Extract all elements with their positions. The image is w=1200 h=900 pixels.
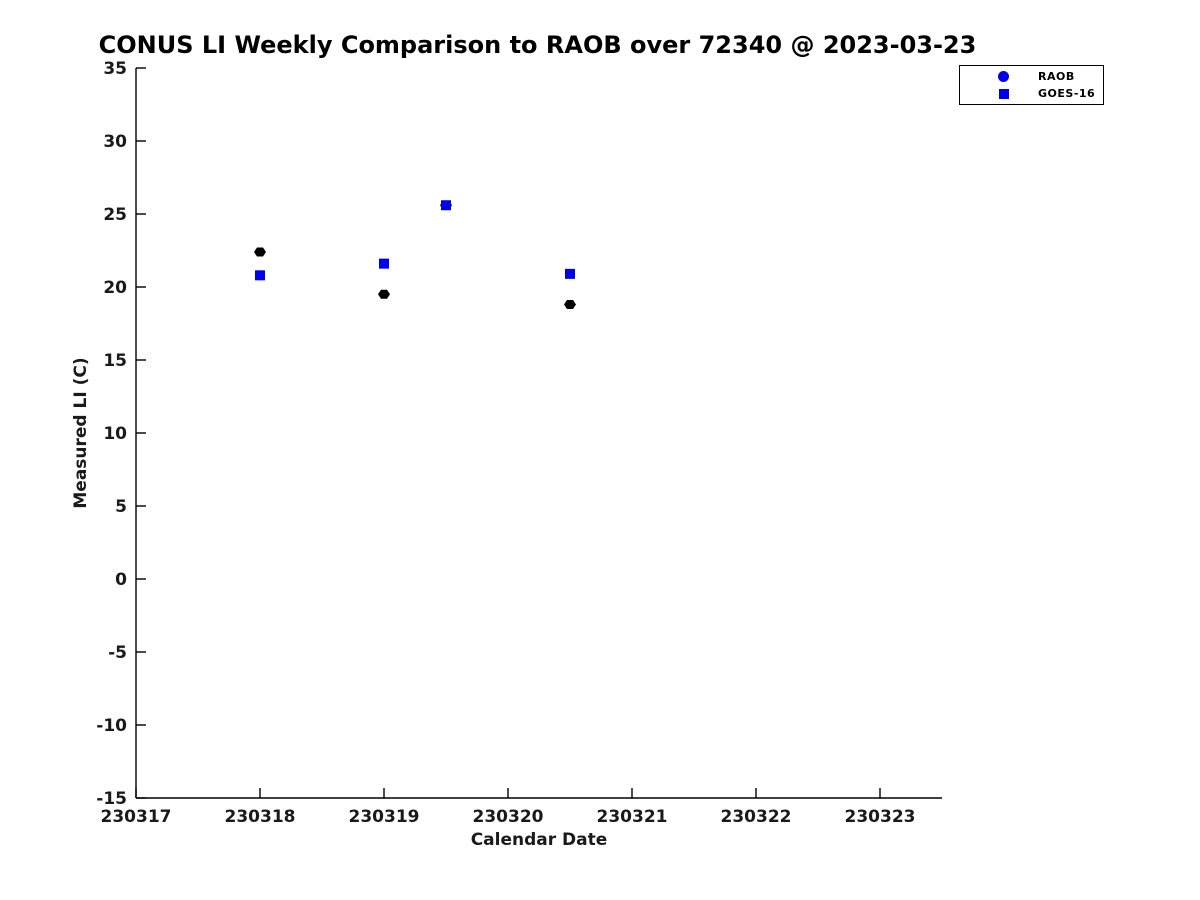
legend-label-goes16: GOES-16 bbox=[1038, 87, 1096, 100]
x-tick-label: 230317 bbox=[101, 807, 172, 827]
data-point-goes16 bbox=[379, 258, 389, 269]
y-tick-label: 10 bbox=[103, 424, 127, 444]
x-axis-label: Calendar Date bbox=[470, 830, 608, 850]
data-point-raob bbox=[254, 247, 266, 257]
data-point-goes16 bbox=[565, 268, 575, 279]
x-tick-label: 230323 bbox=[845, 807, 916, 827]
data-point-goes16 bbox=[441, 200, 451, 211]
y-tick-label: 20 bbox=[103, 278, 127, 298]
legend-item-goes16: GOES-16 bbox=[960, 87, 1103, 100]
x-tick-label: 230318 bbox=[225, 807, 296, 827]
legend-item-raob: RAOB bbox=[960, 70, 1103, 83]
y-tick-label: 35 bbox=[103, 59, 127, 79]
data-point-goes16 bbox=[255, 270, 265, 281]
x-tick-label: 230320 bbox=[473, 807, 544, 827]
y-axis-label: Measured LI (C) bbox=[71, 357, 91, 509]
goes16-square-marker-icon bbox=[998, 88, 1009, 99]
y-tick-label: -15 bbox=[96, 789, 127, 809]
y-tick-label: 0 bbox=[115, 570, 127, 590]
raob-circle-marker-icon bbox=[998, 71, 1009, 82]
y-tick-label: 25 bbox=[103, 205, 127, 225]
x-tick-label: 230321 bbox=[597, 807, 668, 827]
x-tick-label: 230319 bbox=[349, 807, 420, 827]
x-tick-label: 230322 bbox=[721, 807, 792, 827]
data-point-raob bbox=[564, 300, 576, 310]
legend: RAOB GOES-16 bbox=[959, 65, 1104, 105]
chart-title: CONUS LI Weekly Comparison to RAOB over … bbox=[98, 31, 977, 59]
y-tick-label: 5 bbox=[115, 497, 127, 517]
data-point-raob bbox=[378, 289, 390, 299]
y-tick-label: 15 bbox=[103, 351, 127, 371]
y-tick-label: -10 bbox=[96, 716, 127, 736]
y-tick-label: 30 bbox=[103, 132, 127, 152]
y-tick-label: -5 bbox=[108, 643, 127, 663]
legend-label-raob: RAOB bbox=[1038, 70, 1075, 83]
